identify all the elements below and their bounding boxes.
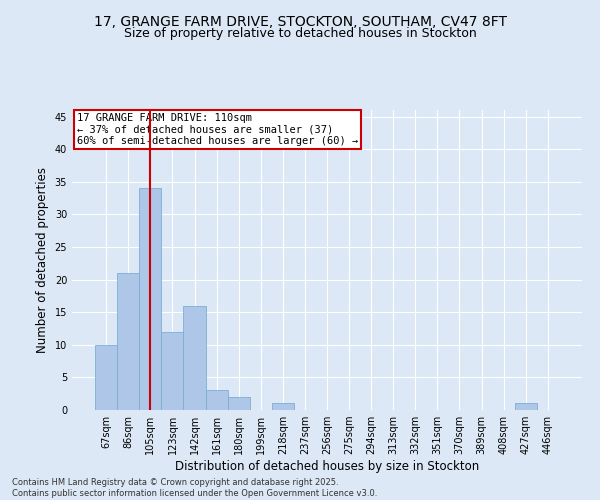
Text: 17 GRANGE FARM DRIVE: 110sqm
← 37% of detached houses are smaller (37)
60% of se: 17 GRANGE FARM DRIVE: 110sqm ← 37% of de… (77, 113, 358, 146)
Bar (227, 397, 250, 410)
Bar (184, 306, 206, 410)
Bar (95, 345, 117, 410)
Bar (272, 404, 294, 410)
Bar (206, 390, 227, 410)
Bar (515, 404, 537, 410)
Bar (117, 273, 139, 410)
Bar (161, 332, 184, 410)
Text: 17, GRANGE FARM DRIVE, STOCKTON, SOUTHAM, CV47 8FT: 17, GRANGE FARM DRIVE, STOCKTON, SOUTHAM… (94, 15, 506, 29)
Y-axis label: Number of detached properties: Number of detached properties (36, 167, 49, 353)
Bar (139, 188, 161, 410)
X-axis label: Distribution of detached houses by size in Stockton: Distribution of detached houses by size … (175, 460, 479, 473)
Text: Contains HM Land Registry data © Crown copyright and database right 2025.
Contai: Contains HM Land Registry data © Crown c… (12, 478, 377, 498)
Text: Size of property relative to detached houses in Stockton: Size of property relative to detached ho… (124, 28, 476, 40)
